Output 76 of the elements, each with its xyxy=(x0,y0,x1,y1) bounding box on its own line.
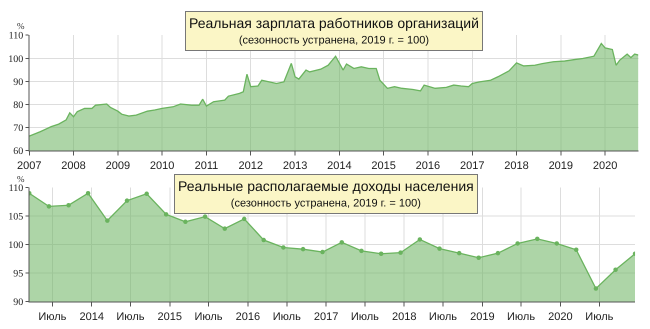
point xyxy=(340,240,344,245)
y-tick-label: 80 xyxy=(13,100,24,111)
point xyxy=(515,241,520,246)
y-tick-label: 90 xyxy=(13,297,24,308)
point xyxy=(456,250,462,256)
x-tick-label: Июль xyxy=(350,310,380,323)
y-tick-label: 70 xyxy=(13,123,24,134)
x-tick-label: 2019 xyxy=(548,160,574,172)
x-tick-label: Июль xyxy=(116,310,145,323)
x-tick-label: 2015 xyxy=(371,160,396,172)
x-tick-label: 2014 xyxy=(327,160,352,172)
y-tick-label: 95 xyxy=(13,268,24,280)
x-tick-label: 2018 xyxy=(504,160,529,172)
x-tick-label: 2018 xyxy=(392,310,416,323)
point xyxy=(261,238,266,242)
y-tick-label: 110 xyxy=(8,30,24,42)
point xyxy=(554,241,560,246)
point xyxy=(222,226,228,231)
x-tick-label: 2012 xyxy=(238,160,263,172)
y-tick-label: 110 xyxy=(8,183,24,194)
point xyxy=(437,246,442,251)
x-tick-label: 2008 xyxy=(61,160,86,172)
point xyxy=(124,198,130,203)
point xyxy=(378,251,384,256)
point xyxy=(594,286,598,291)
x-tick-label: 2016 xyxy=(416,160,440,172)
x-tick-label: 2019 xyxy=(470,310,495,323)
x-tick-label: 2017 xyxy=(314,310,338,323)
x-tick-label: 2017 xyxy=(460,160,485,172)
point xyxy=(398,250,403,255)
chart-title: Реальная зарплата работников организаций xyxy=(189,15,479,31)
point xyxy=(300,246,306,252)
point xyxy=(242,216,246,222)
y-axis-title: % xyxy=(17,21,25,31)
point xyxy=(86,190,90,196)
text: (сезонность устранена, 2019 г. = 100) xyxy=(230,198,421,210)
x-tick-label: Июль xyxy=(585,310,614,323)
x-tick-label: 2009 xyxy=(106,160,130,172)
x-tick-label: 2015 xyxy=(158,310,182,323)
y-tick-label: 100 xyxy=(8,54,24,65)
point xyxy=(496,250,500,256)
chart-title: Реальные располагаемые доходы населения xyxy=(178,178,474,194)
point xyxy=(46,204,52,209)
y-axis-title: % xyxy=(17,174,25,184)
point xyxy=(105,218,110,223)
point xyxy=(66,202,71,208)
x-tick-label: 2011 xyxy=(194,160,218,172)
point xyxy=(418,237,422,242)
x-tick-label: Июль xyxy=(194,310,223,323)
point xyxy=(574,248,578,252)
point xyxy=(476,255,481,260)
x-tick-label: 2016 xyxy=(236,310,260,323)
x-tick-label: 2020 xyxy=(592,160,618,172)
x-tick-label: 2013 xyxy=(282,160,308,172)
point xyxy=(613,267,618,272)
x-tick-label: Июль xyxy=(506,310,536,323)
x-tick-label: 2014 xyxy=(79,310,104,323)
point xyxy=(183,220,188,224)
x-tick-label: 2020 xyxy=(548,310,573,323)
x-tick-label: 2007 xyxy=(17,160,42,172)
x-tick-label: Июль xyxy=(272,310,302,323)
chart-subtitle: (сезонность устранена, 2019 г. = 100) xyxy=(238,34,430,47)
y-tick-label: 60 xyxy=(13,146,24,158)
x-tick-label: 2010 xyxy=(150,160,174,172)
point xyxy=(202,214,208,219)
y-tick-label: 105 xyxy=(8,212,24,223)
point xyxy=(320,250,325,254)
y-tick-label: 100 xyxy=(8,240,24,252)
x-tick-label: Июль xyxy=(38,310,67,323)
x-tick-label: Июль xyxy=(428,310,458,323)
point xyxy=(281,245,286,250)
point xyxy=(164,212,168,217)
y-tick-label: 90 xyxy=(13,76,24,88)
point xyxy=(144,192,149,196)
point xyxy=(359,248,364,254)
point xyxy=(535,236,540,242)
